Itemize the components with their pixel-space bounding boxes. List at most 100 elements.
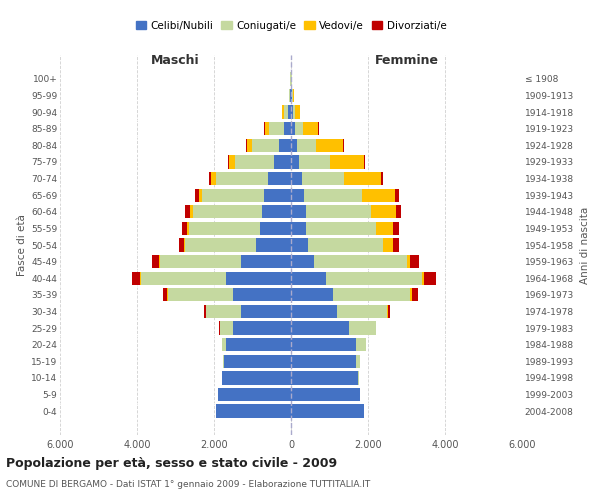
Bar xyxy=(256,238,291,252)
Bar xyxy=(190,205,193,218)
Bar xyxy=(291,338,356,351)
Bar xyxy=(265,122,269,136)
Bar xyxy=(302,172,344,185)
Bar xyxy=(284,106,288,119)
Bar xyxy=(290,89,291,102)
Bar xyxy=(282,106,284,119)
Bar xyxy=(349,322,376,334)
Bar xyxy=(376,222,393,235)
Bar xyxy=(291,188,304,202)
Text: Popolazione per età, sesso e stato civile - 2009: Popolazione per età, sesso e stato civil… xyxy=(6,458,337,470)
Bar xyxy=(291,172,302,185)
Bar xyxy=(291,272,326,285)
Bar xyxy=(284,122,291,136)
Bar xyxy=(241,255,291,268)
Bar xyxy=(252,138,278,152)
Bar xyxy=(159,255,160,268)
Bar xyxy=(152,255,159,268)
Bar xyxy=(220,322,233,334)
Bar xyxy=(184,238,185,252)
Bar xyxy=(185,205,190,218)
Bar xyxy=(291,388,360,401)
Bar xyxy=(226,272,291,285)
Bar xyxy=(388,305,390,318)
Bar xyxy=(204,305,206,318)
Bar xyxy=(206,305,241,318)
Bar xyxy=(305,205,371,218)
Bar xyxy=(223,338,226,351)
Bar xyxy=(308,238,383,252)
Bar xyxy=(260,222,291,235)
Bar xyxy=(222,371,291,384)
Bar xyxy=(291,238,308,252)
Bar xyxy=(268,172,291,185)
Bar xyxy=(185,238,256,252)
Bar xyxy=(182,222,187,235)
Bar xyxy=(412,288,418,302)
Bar xyxy=(393,222,399,235)
Bar xyxy=(299,156,329,168)
Bar xyxy=(291,122,295,136)
Bar xyxy=(304,188,362,202)
Bar xyxy=(278,138,291,152)
Bar xyxy=(383,238,393,252)
Bar xyxy=(291,138,297,152)
Bar xyxy=(223,354,224,368)
Bar xyxy=(381,172,383,185)
Bar xyxy=(344,172,381,185)
Bar xyxy=(247,138,252,152)
Bar xyxy=(326,272,422,285)
Y-axis label: Anni di nascita: Anni di nascita xyxy=(580,206,590,284)
Bar xyxy=(216,172,268,185)
Bar xyxy=(224,354,291,368)
Bar xyxy=(163,288,167,302)
Bar xyxy=(131,272,140,285)
Bar xyxy=(140,272,141,285)
Bar xyxy=(343,138,344,152)
Bar xyxy=(424,272,436,285)
Bar xyxy=(193,205,262,218)
Text: Maschi: Maschi xyxy=(151,54,200,68)
Bar xyxy=(316,138,343,152)
Bar xyxy=(291,322,349,334)
Bar xyxy=(356,354,359,368)
Bar xyxy=(291,222,307,235)
Bar xyxy=(358,371,359,384)
Bar xyxy=(235,156,274,168)
Bar xyxy=(393,238,399,252)
Bar xyxy=(209,172,211,185)
Bar xyxy=(314,255,407,268)
Bar xyxy=(362,188,395,202)
Bar xyxy=(228,156,229,168)
Bar xyxy=(291,354,356,368)
Bar xyxy=(229,156,235,168)
Bar xyxy=(160,255,241,268)
Bar xyxy=(364,156,365,168)
Bar xyxy=(168,288,233,302)
Bar xyxy=(291,371,358,384)
Bar xyxy=(293,106,295,119)
Bar xyxy=(269,122,284,136)
Bar xyxy=(307,222,376,235)
Bar xyxy=(395,188,399,202)
Bar xyxy=(274,156,291,168)
Legend: Celibi/Nubili, Coniugati/e, Vedovi/e, Divorziati/e: Celibi/Nubili, Coniugati/e, Vedovi/e, Di… xyxy=(131,16,451,35)
Bar xyxy=(289,89,290,102)
Text: COMUNE DI BERGAMO - Dati ISTAT 1° gennaio 2009 - Elaborazione TUTTITALIA.IT: COMUNE DI BERGAMO - Dati ISTAT 1° gennai… xyxy=(6,480,370,489)
Bar xyxy=(291,106,293,119)
Bar xyxy=(199,188,202,202)
Bar xyxy=(195,188,199,202)
Bar xyxy=(291,404,364,417)
Bar xyxy=(295,106,300,119)
Bar xyxy=(241,305,291,318)
Bar xyxy=(371,205,396,218)
Bar xyxy=(356,338,366,351)
Bar xyxy=(189,222,260,235)
Bar xyxy=(218,388,291,401)
Bar xyxy=(179,238,184,252)
Bar xyxy=(302,122,318,136)
Bar xyxy=(291,205,305,218)
Bar xyxy=(141,272,226,285)
Bar xyxy=(295,122,302,136)
Bar xyxy=(297,138,316,152)
